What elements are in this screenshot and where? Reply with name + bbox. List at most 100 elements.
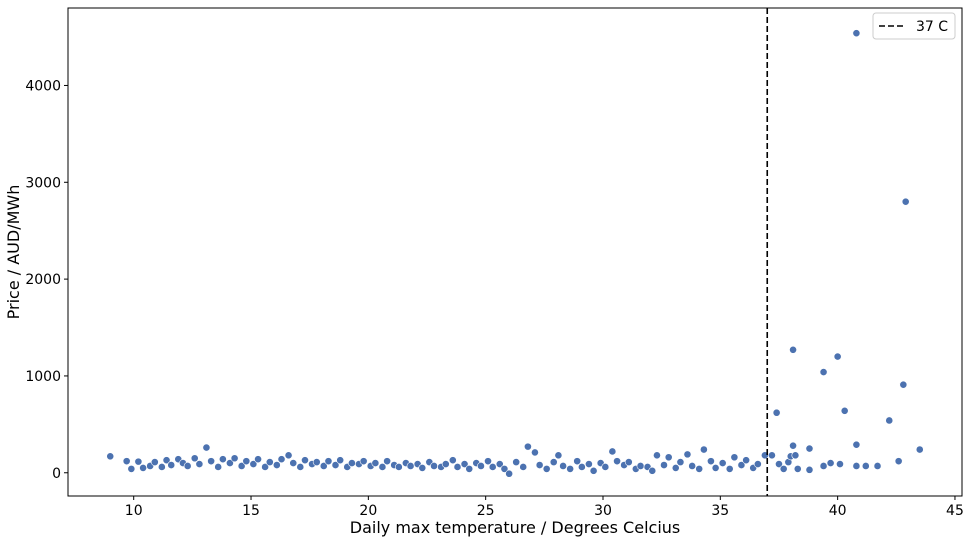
data-point [190,454,199,463]
data-point [791,451,800,460]
data-point [683,450,692,459]
data-point [805,444,814,453]
data-point [207,457,216,466]
data-point [549,458,558,467]
x-tick-label: 40 [829,503,847,519]
data-point [237,462,246,470]
data-point [242,457,251,466]
data-point [150,458,159,467]
data-point [418,464,427,472]
data-point [852,440,861,449]
legend: 37 C [872,12,956,40]
data-point [460,460,469,468]
data-point [157,463,166,471]
data-point [772,408,781,417]
data-point [331,461,340,469]
data-point [730,453,739,462]
data-point [653,451,661,460]
data-point [768,451,776,460]
data-point [613,457,621,466]
data-point [448,456,457,465]
y-tick-label: 1000 [25,369,61,385]
data-point [585,460,593,468]
data-point [272,461,281,469]
data-point [542,464,551,473]
data-point [840,406,849,415]
data-point [430,462,438,470]
x-tick-label: 30 [594,503,612,519]
data-point [441,460,450,468]
x-axis-title: Daily max temperature / Degrees Celcius [350,518,680,537]
data-point [195,460,204,468]
data-point [608,447,617,456]
plot-frame [67,7,963,497]
y-axis-title: Price / AUD/MWh [4,185,23,320]
x-axis: 10 15 20 25 30 35 40 45 [125,496,964,519]
data-point [676,458,685,467]
data-point [779,464,788,473]
data-point [753,460,762,468]
data-point [885,416,894,425]
data-point [289,459,298,467]
data-point [378,463,387,471]
data-point [589,466,598,475]
data-point [106,452,115,461]
data-point [249,460,258,468]
data-point [512,458,521,467]
data-point [319,462,328,470]
data-point [214,463,223,471]
data-point [122,457,131,466]
data-point [519,463,528,471]
data-point [664,453,673,462]
data-point [805,465,814,474]
x-tick-label: 20 [359,503,377,519]
data-point [559,462,567,470]
data-point [505,469,514,478]
data-point [265,458,274,467]
x-tick-label: 35 [711,503,729,519]
data-point [566,464,575,473]
data-point [699,445,708,454]
data-point [394,463,403,471]
data-point [127,464,136,473]
y-tick-label: 3000 [25,175,61,191]
data-point [167,461,176,469]
data-point [348,459,356,467]
data-point [636,462,645,470]
data-point [477,462,485,470]
data-point [139,464,147,472]
y-tick-label: 0 [52,466,61,482]
data-point [725,464,734,473]
data-point [577,463,586,471]
data-point [301,456,309,465]
data-point [711,464,720,472]
data-point [254,455,262,464]
y-axis: 0 1000 2000 3000 4000 [25,78,68,482]
x-tick-label: 15 [242,503,260,519]
data-point [359,457,368,466]
data-points [106,29,924,478]
data-point [833,352,842,361]
data-point [601,463,610,471]
data-point [819,462,828,470]
data-point [793,464,802,473]
data-point [671,464,680,472]
data-point [202,443,211,452]
data-point [899,380,908,389]
data-point [852,29,861,38]
legend-label: 37 C [916,19,948,35]
data-point [134,457,143,466]
data-point [218,455,227,464]
data-point [861,462,870,470]
x-tick-label: 25 [477,503,495,519]
data-point [277,455,286,464]
data-point [718,459,727,467]
data-point [852,462,861,470]
data-point [162,456,171,465]
data-point [707,457,715,466]
data-point [826,459,835,467]
data-point [535,461,544,469]
data-point [296,463,305,471]
data-point [894,457,903,466]
